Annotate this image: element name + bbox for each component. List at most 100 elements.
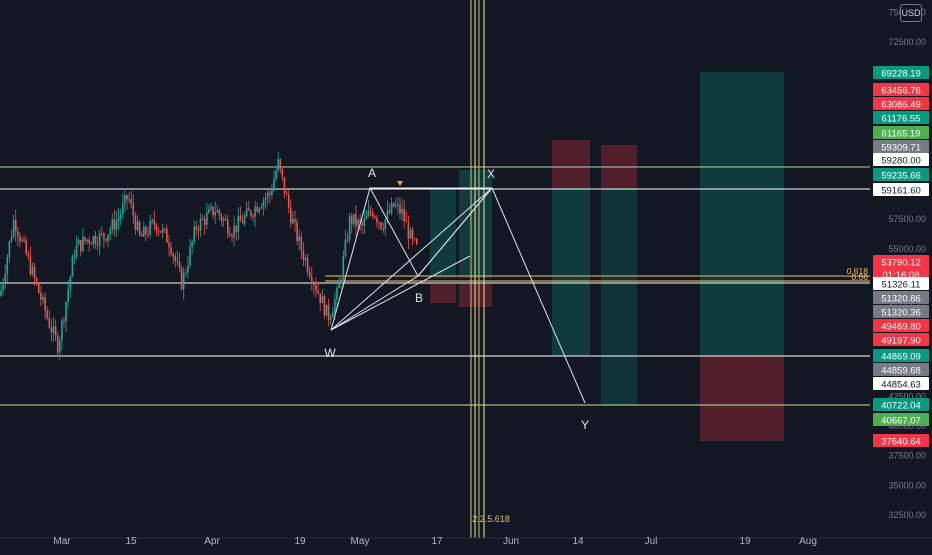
candle-body <box>416 239 418 245</box>
candle-body <box>237 216 240 232</box>
price-tag <box>873 319 929 332</box>
candle-body <box>357 219 359 226</box>
candle-body <box>117 218 120 221</box>
candle-body <box>80 240 82 252</box>
y-tick-label: 37500.00 <box>888 451 926 461</box>
candle-body <box>323 296 326 316</box>
candle-body <box>25 240 27 255</box>
price-tag <box>873 168 929 181</box>
price-tag <box>873 398 929 411</box>
candle-body <box>182 273 185 290</box>
candle-body <box>308 271 311 278</box>
price-tag-label: 59161.60 <box>881 186 921 197</box>
candle-body <box>369 210 372 213</box>
candle-body <box>374 216 376 218</box>
pattern-label: B <box>415 291 423 305</box>
candle-body <box>386 210 389 220</box>
candle-body <box>392 202 395 207</box>
candle-body <box>378 222 380 224</box>
candle-body <box>193 226 195 242</box>
x-tick-label: Jul <box>645 536 658 547</box>
candle-body <box>256 206 258 212</box>
price-tag <box>873 434 929 447</box>
position-zone <box>700 72 784 356</box>
candle-body <box>403 208 405 222</box>
candle-body <box>77 240 80 245</box>
candle-body <box>212 206 214 216</box>
y-tick-label: 42500.00 <box>888 392 926 402</box>
price-tag <box>873 97 929 110</box>
time-fib-lines[interactable]: 2.2.5.618 <box>470 0 510 538</box>
candle-body <box>73 256 76 258</box>
price-tag-label: 63456.76 <box>881 86 921 97</box>
candle-body <box>168 242 170 248</box>
candle-body <box>285 193 288 196</box>
candle-body <box>317 290 319 294</box>
candle-body <box>52 326 55 333</box>
candle-body <box>48 317 51 328</box>
candle-body <box>61 320 63 341</box>
candle-body <box>187 265 189 273</box>
y-tick-label: 57500.00 <box>888 214 926 224</box>
x-tick-label: 17 <box>431 536 443 547</box>
candle-body <box>94 235 97 245</box>
position-zone <box>430 284 456 303</box>
candle-body <box>413 238 416 240</box>
position-zones[interactable] <box>430 72 784 441</box>
candle-body <box>218 210 221 216</box>
price-tag-label: 49197.90 <box>881 336 921 347</box>
marker-triangle <box>397 181 403 186</box>
candle-body <box>189 246 191 266</box>
candle-body <box>235 225 237 232</box>
candle-body <box>338 283 340 289</box>
candle-body <box>56 335 59 353</box>
price-tag-label: 51320.36 <box>881 308 921 319</box>
price-tag <box>873 126 929 139</box>
x-tick-label: Apr <box>204 536 220 547</box>
price-tag <box>873 349 929 362</box>
price-tag <box>873 377 929 390</box>
time-axis[interactable]: Mar 15 Apr 19 May 17 Jun 14 Jul 19 Aug <box>0 536 932 547</box>
candle-body <box>344 239 347 257</box>
price-tag <box>873 183 929 196</box>
price-tag <box>873 83 929 96</box>
price-tag-label: 69228.19 <box>881 69 921 80</box>
candle-body <box>126 195 128 200</box>
x-tick-label: 14 <box>572 536 584 547</box>
candle-body <box>363 218 366 226</box>
candle-body <box>294 219 296 222</box>
candle-body <box>273 179 275 191</box>
candle-body <box>6 257 9 275</box>
candle-body <box>130 199 132 204</box>
y-tick-label: 55000.00 <box>888 244 926 254</box>
price-tag <box>873 277 929 290</box>
x-tick-label: Jun <box>503 536 519 547</box>
candle-body <box>203 219 206 225</box>
price-tag-label: 51320.86 <box>881 294 921 305</box>
candle-body <box>222 218 225 221</box>
currency-badge[interactable]: USD <box>900 4 922 22</box>
candle-body <box>12 219 15 237</box>
candle-body <box>208 208 210 213</box>
candle-body <box>277 159 279 171</box>
candle-body <box>71 257 74 277</box>
wxy-pattern[interactable]: A B W X Y <box>324 166 589 432</box>
candle-body <box>59 340 61 353</box>
price-tag-label: 63086.49 <box>881 100 921 111</box>
candle-body <box>44 296 46 311</box>
candle-body <box>92 235 95 245</box>
candle-body <box>315 285 317 291</box>
candle-body <box>367 210 370 217</box>
price-tag-label: 49469.80 <box>881 322 921 333</box>
candle-body <box>147 234 149 236</box>
candle-body <box>65 301 67 322</box>
candle-body <box>248 208 250 211</box>
candle-body <box>275 170 277 180</box>
candle-body <box>281 168 284 178</box>
x-tick-label: 19 <box>739 536 751 547</box>
price-axis[interactable]: 75000.0072500.0070000.0067500.0065000.00… <box>870 0 932 538</box>
candle-body <box>96 244 99 246</box>
